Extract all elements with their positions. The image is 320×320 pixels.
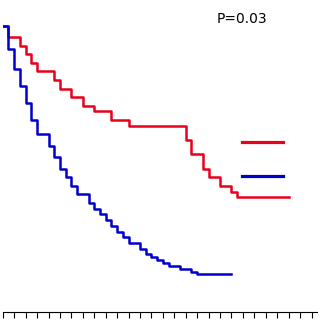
Text: P=0.03: P=0.03 <box>217 12 267 26</box>
